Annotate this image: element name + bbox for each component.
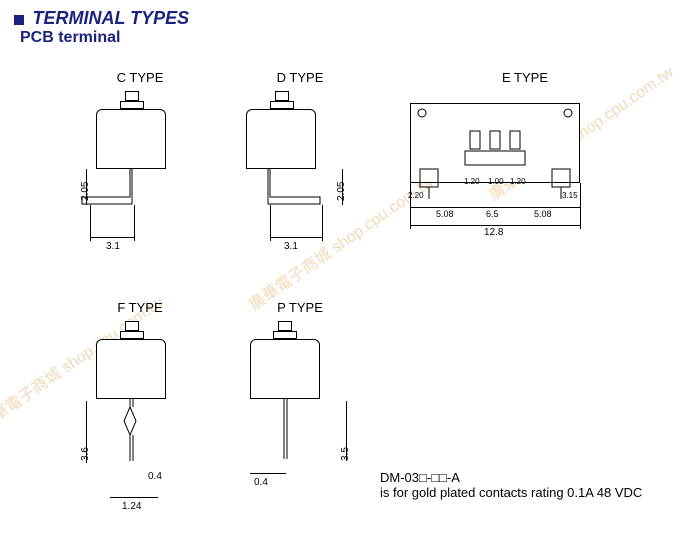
drawing-c-type: 2.05 3.1 [70,91,210,261]
dim-line [270,237,322,238]
dim-line [346,401,347,461]
knob-base [120,101,144,109]
dim-p-horz: 0.4 [254,477,268,488]
knob [125,321,139,331]
dim-line [90,205,91,241]
label-f-type: F TYPE [70,300,210,315]
main-title-row: TERMINAL TYPES [14,8,682,29]
cell-f-type: F TYPE 3.6 0.4 1.24 [70,300,210,521]
dim-line [86,169,87,205]
cell-p-type: P TYPE 3.5 0.4 [230,300,370,521]
dim-line [410,183,411,229]
dim-line [250,473,286,474]
cell-e-type: E TYPE 2.20 [390,70,660,261]
dim-line [90,237,134,238]
dim-line [134,205,135,241]
dim-line [410,207,580,208]
plating-note: DM-03□-□□-A is for gold plated contacts … [380,470,680,500]
switch-body [246,109,316,169]
header: TERMINAL TYPES PCB terminal [0,0,696,47]
dim-e-right: 3.15 [562,191,578,200]
note-line2: is for gold plated contacts rating 0.1A … [380,485,680,500]
drawing-f-type: 3.6 0.4 1.24 [70,321,210,521]
dim-f-horzb: 1.24 [122,501,141,512]
drawing-p-type: 3.5 0.4 [230,321,370,521]
bullet-icon [14,15,24,25]
drawing-d-type: 2.05 3.1 [230,91,370,261]
dim-line [110,497,158,498]
dim-line [322,205,323,241]
dim-e-seg2: 6.5 [486,209,499,219]
note-line1: DM-03□-□□-A [380,470,680,485]
switch-body [96,339,166,399]
e-type-internal-icon [410,103,580,223]
dim-e-total: 12.8 [484,227,503,238]
sub-title: PCB terminal [20,29,682,47]
dim-e-seg1: 5.08 [436,209,454,219]
label-p-type: P TYPE [230,300,370,315]
knob-base [273,331,297,339]
cell-c-type: C TYPE 2.05 3.1 [70,70,210,261]
dim-e-gap2: 1.00 [488,177,504,186]
knob [278,321,292,331]
main-title: TERMINAL TYPES [32,8,189,28]
knob [275,91,289,101]
label-c-type: C TYPE [70,70,210,85]
dim-e-gap1: 1.20 [464,177,480,186]
dim-e-gap3: 1.20 [510,177,526,186]
knob [125,91,139,101]
dim-line [580,183,581,229]
cell-d-type: D TYPE 2.05 3.1 [230,70,370,261]
dim-d-horz: 3.1 [284,241,298,252]
dim-e-seg3: 5.08 [534,209,552,219]
switch-body [96,109,166,169]
drawing-e-type: 2.20 1.20 1.00 1.20 3.15 5.08 6.5 5.08 1… [390,91,660,261]
dim-line [342,169,343,205]
label-d-type: D TYPE [230,70,370,85]
dim-f-horza: 0.4 [148,471,162,482]
terminal-diamond-pin-icon [118,399,148,469]
knob-base [120,331,144,339]
dim-line [270,205,271,241]
dim-c-horz: 3.1 [106,241,120,252]
dim-line [86,401,87,463]
dim-line [410,225,580,226]
knob-base [270,101,294,109]
terminal-straight-pin-icon [276,399,296,469]
switch-body [250,339,320,399]
label-e-type: E TYPE [390,70,660,85]
